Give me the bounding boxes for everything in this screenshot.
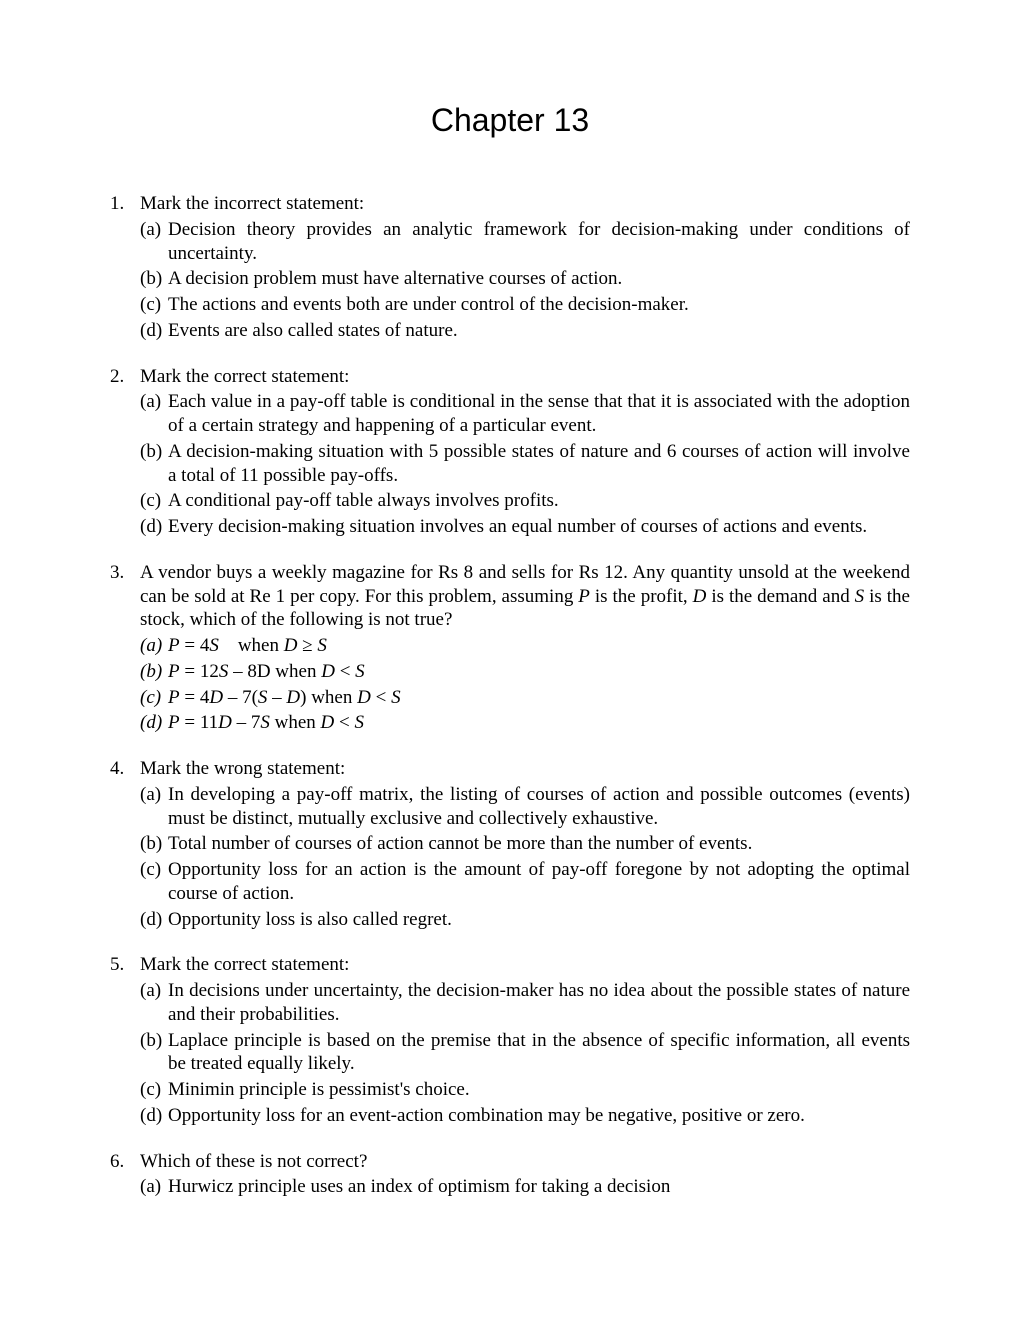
option: (d)Every decision-making situation invol… (140, 515, 910, 539)
option: (c)P = 4D – 7(S – D) when D < S (140, 686, 910, 710)
option-label: (c) (140, 686, 168, 710)
option-text: P = 12S – 8D when D < S (168, 660, 910, 684)
option: (d)P = 11D – 7S when D < S (140, 711, 910, 735)
option-text: Opportunity loss for an event-action com… (168, 1104, 910, 1128)
question-number: 4. (110, 757, 140, 931)
question-number: 6. (110, 1150, 140, 1200)
option: (d)Events are also called states of natu… (140, 319, 910, 343)
option-text: Events are also called states of nature. (168, 319, 910, 343)
chapter-title: Chapter 13 (110, 100, 910, 140)
question-body: A vendor buys a weekly magazine for Rs 8… (140, 561, 910, 735)
option-label: (b) (140, 440, 168, 488)
question: 4.Mark the wrong statement:(a)In develop… (110, 757, 910, 931)
option-text: In developing a pay-off matrix, the list… (168, 783, 910, 831)
option: (c)The actions and events both are under… (140, 293, 910, 317)
option-label: (b) (140, 660, 168, 684)
question-stem: A vendor buys a weekly magazine for Rs 8… (140, 561, 910, 632)
question-body: Mark the incorrect statement:(a)Decision… (140, 192, 910, 343)
option-text: The actions and events both are under co… (168, 293, 910, 317)
question: 3.A vendor buys a weekly magazine for Rs… (110, 561, 910, 735)
option-label: (a) (140, 218, 168, 266)
option-label: (a) (140, 1175, 168, 1199)
option-text: Decision theory provides an analytic fra… (168, 218, 910, 266)
option-text: Opportunity loss for an action is the am… (168, 858, 910, 906)
option-label: (c) (140, 293, 168, 317)
option-label: (a) (140, 783, 168, 831)
option-text: P = 4S when D ≥ S (168, 634, 910, 658)
option: (b)A decision problem must have alternat… (140, 267, 910, 291)
question-number: 3. (110, 561, 140, 735)
option: (c)Minimin principle is pessimist's choi… (140, 1078, 910, 1102)
question-number: 2. (110, 365, 140, 539)
question: 5.Mark the correct statement:(a)In decis… (110, 953, 910, 1127)
question-stem: Which of these is not correct? (140, 1150, 910, 1174)
questions-list: 1.Mark the incorrect statement:(a)Decisi… (110, 192, 910, 1199)
question-number: 1. (110, 192, 140, 343)
option: (a)Decision theory provides an analytic … (140, 218, 910, 266)
option-text: Minimin principle is pessimist's choice. (168, 1078, 910, 1102)
option-label: (a) (140, 390, 168, 438)
option-text: A conditional pay-off table always invol… (168, 489, 910, 513)
option-text: Total number of courses of action cannot… (168, 832, 910, 856)
option: (c)A conditional pay-off table always in… (140, 489, 910, 513)
option: (a)Each value in a pay-off table is cond… (140, 390, 910, 438)
option: (a)Hurwicz principle uses an index of op… (140, 1175, 910, 1199)
option: (b)A decision-making situation with 5 po… (140, 440, 910, 488)
question-body: Which of these is not correct?(a)Hurwicz… (140, 1150, 910, 1200)
option-text: A decision problem must have alternative… (168, 267, 910, 291)
option: (a)In decisions under uncertainty, the d… (140, 979, 910, 1027)
option-text: Hurwicz principle uses an index of optim… (168, 1175, 910, 1199)
option-text: In decisions under uncertainty, the deci… (168, 979, 910, 1027)
question-body: Mark the correct statement:(a)In decisio… (140, 953, 910, 1127)
option: (b)P = 12S – 8D when D < S (140, 660, 910, 684)
option-label: (a) (140, 979, 168, 1027)
option: (b)Total number of courses of action can… (140, 832, 910, 856)
option: (c)Opportunity loss for an action is the… (140, 858, 910, 906)
option-text: A decision-making situation with 5 possi… (168, 440, 910, 488)
question-body: Mark the correct statement:(a)Each value… (140, 365, 910, 539)
option-label: (d) (140, 1104, 168, 1128)
option-label: (b) (140, 832, 168, 856)
option-text: Each value in a pay-off table is conditi… (168, 390, 910, 438)
question: 1.Mark the incorrect statement:(a)Decisi… (110, 192, 910, 343)
question-body: Mark the wrong statement:(a)In developin… (140, 757, 910, 931)
option-label: (c) (140, 858, 168, 906)
option: (b)Laplace principle is based on the pre… (140, 1029, 910, 1077)
question: 6.Which of these is not correct?(a)Hurwi… (110, 1150, 910, 1200)
option: (a)P = 4S when D ≥ S (140, 634, 910, 658)
option-text: Opportunity loss is also called regret. (168, 908, 910, 932)
question-number: 5. (110, 953, 140, 1127)
option-text: P = 4D – 7(S – D) when D < S (168, 686, 910, 710)
option-label: (c) (140, 489, 168, 513)
option-label: (d) (140, 711, 168, 735)
question-stem: Mark the correct statement: (140, 365, 910, 389)
question: 2.Mark the correct statement:(a)Each val… (110, 365, 910, 539)
question-stem: Mark the incorrect statement: (140, 192, 910, 216)
question-stem: Mark the wrong statement: (140, 757, 910, 781)
option-label: (b) (140, 267, 168, 291)
option-text: Every decision-making situation involves… (168, 515, 910, 539)
option-label: (a) (140, 634, 168, 658)
option-text: Laplace principle is based on the premis… (168, 1029, 910, 1077)
option-text: P = 11D – 7S when D < S (168, 711, 910, 735)
option-label: (d) (140, 515, 168, 539)
option: (d)Opportunity loss is also called regre… (140, 908, 910, 932)
option-label: (b) (140, 1029, 168, 1077)
option-label: (d) (140, 908, 168, 932)
option-label: (d) (140, 319, 168, 343)
option: (d)Opportunity loss for an event-action … (140, 1104, 910, 1128)
question-stem: Mark the correct statement: (140, 953, 910, 977)
option-label: (c) (140, 1078, 168, 1102)
option: (a)In developing a pay-off matrix, the l… (140, 783, 910, 831)
